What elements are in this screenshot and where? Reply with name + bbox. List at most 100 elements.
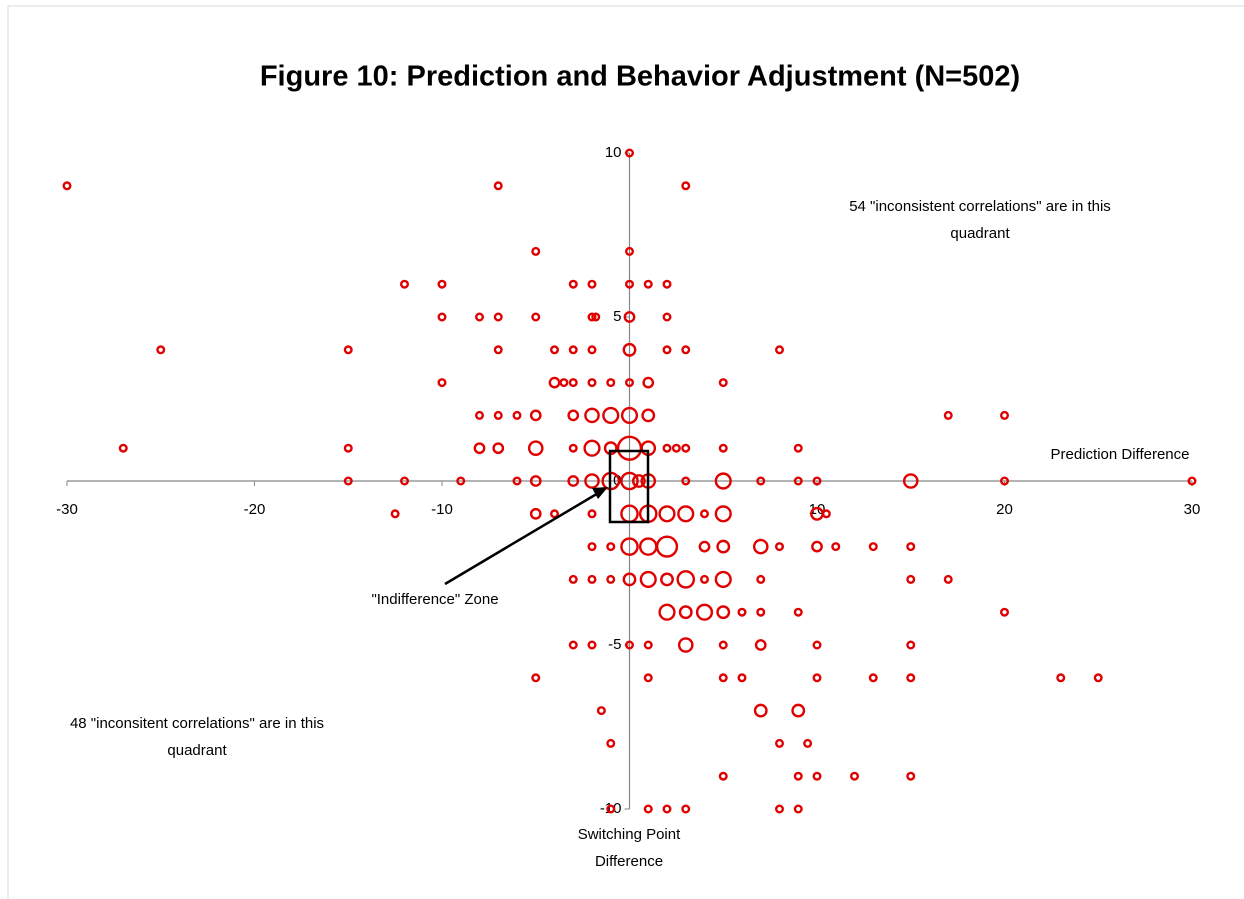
bubble [831,542,841,552]
bubble [602,406,620,424]
bubble [559,378,569,388]
bubble [793,607,803,617]
bubble [812,673,822,683]
bubble [1093,673,1103,683]
annotation: 48 "inconsitent correlations" are in thi… [69,715,325,759]
bubble [625,148,635,158]
bubble [587,542,597,552]
bubble [587,345,597,355]
bubble [662,279,672,289]
y-tick-label: -10 [600,800,622,817]
bubble [662,312,672,322]
annotation: "Indifference" Zone [371,591,499,608]
bubble [596,706,606,716]
bubble [791,703,806,718]
bubble [531,246,541,256]
bubble [642,376,655,389]
bubble [587,640,597,650]
bubble [643,673,653,683]
bubble [676,570,696,589]
bubble [714,505,732,523]
bubble [493,312,503,322]
bubble [737,607,747,617]
bubble [671,443,681,453]
bubble [456,476,466,486]
bubble [475,312,485,322]
bubble [550,345,560,355]
bubble [568,443,578,453]
bubble [475,410,485,420]
bubble [583,439,601,457]
bubble [62,181,72,191]
bubble [531,312,541,322]
bubble [631,474,646,488]
y-tick-label: 5 [613,308,621,325]
bubble [587,574,597,584]
arrow-head [592,487,608,499]
bubble [756,476,766,486]
bubble [567,409,580,422]
bubble [606,738,616,748]
bubble [587,279,597,289]
bubble [793,771,803,781]
bubble [678,605,693,620]
bubble [625,640,635,650]
bubble [662,443,672,453]
bubble [906,673,916,683]
bubble [658,603,676,621]
bubble [700,574,710,584]
x-tick-label: 30 [1184,501,1201,518]
bubble [906,640,916,650]
bubble [437,279,447,289]
bubble [606,574,616,584]
bubble [529,409,542,422]
bubble [1000,410,1010,420]
bubble [1000,607,1010,617]
bubble [753,703,768,718]
bubble [531,673,541,683]
bubble [568,574,578,584]
bubble [775,542,785,552]
chart-border [7,5,1244,899]
bubble [584,407,600,424]
bubble [868,542,878,552]
bubble [639,570,657,588]
bubble [622,342,637,357]
bubble [718,673,728,683]
bubble [512,410,522,420]
bubble [775,804,785,814]
bubble [493,345,503,355]
bubble [698,540,711,553]
bubble [156,345,166,355]
bubble [812,640,822,650]
bubble [812,771,822,781]
bubble [718,640,728,650]
bubble [493,410,503,420]
bubble [400,476,410,486]
bubble [943,410,953,420]
bubble [390,509,400,519]
bubble [606,542,616,552]
x-tick-label: 20 [996,501,1013,518]
bubble [681,345,691,355]
bubble [550,509,560,519]
bubble [587,509,597,519]
bubble [625,279,635,289]
bubble [1187,476,1197,486]
bubble [793,804,803,814]
bubble [643,640,653,650]
annotation: 54 "inconsistent correlations" are in th… [849,198,1111,242]
y-tick-label: 0 [613,472,621,489]
y-tick-label: -5 [608,636,621,653]
bubble [493,181,503,191]
bubbles [62,148,1197,814]
bubble [1056,673,1066,683]
bubble [812,476,822,486]
bubble [643,279,653,289]
bubble [587,378,597,388]
bubble [638,537,658,556]
bubble [606,804,616,814]
bubble [658,505,676,523]
bubble [492,442,505,455]
